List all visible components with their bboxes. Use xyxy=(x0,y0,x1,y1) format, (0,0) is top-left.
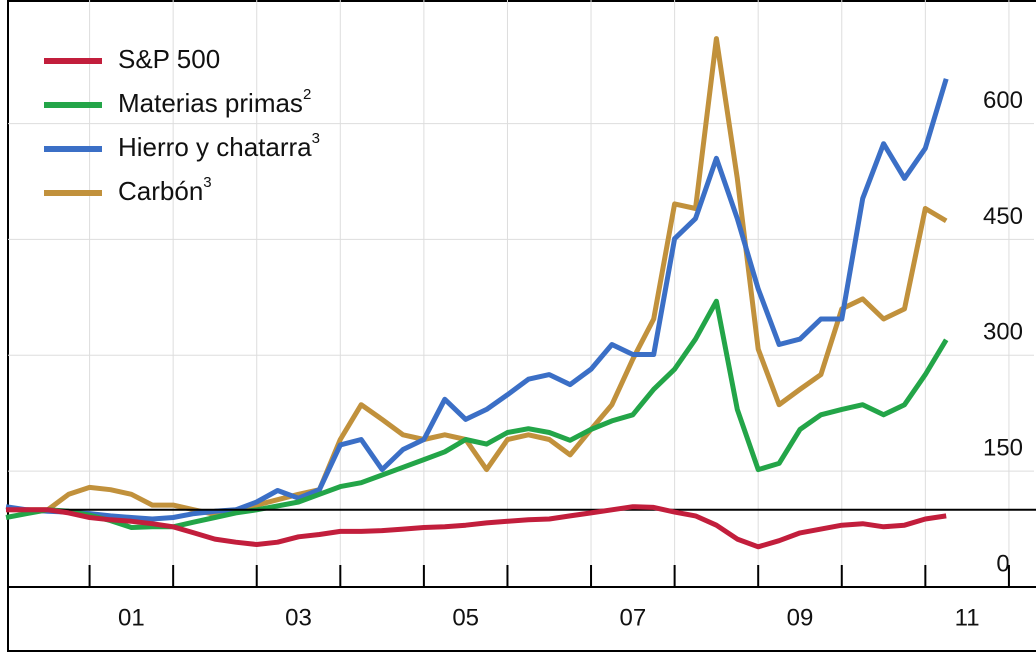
legend-label: S&P 500 xyxy=(118,44,220,74)
legend-footnote: 3 xyxy=(312,130,320,147)
x-tick-label: 11 xyxy=(955,604,980,631)
series-line xyxy=(5,78,949,522)
y-tick-label: 150 xyxy=(983,434,1023,461)
frame xyxy=(7,0,1036,652)
legend-name: S&P 500 xyxy=(118,44,220,74)
legend-footnote: 3 xyxy=(203,174,211,191)
x-tick-label: 09 xyxy=(787,604,814,631)
legend-label: Materias primas2 xyxy=(118,86,311,118)
legend-footnote: 2 xyxy=(303,86,311,103)
y-tick-label: 600 xyxy=(983,87,1023,114)
legend-label: Hierro y chatarra3 xyxy=(118,130,320,162)
y-tick-label: 0 xyxy=(996,550,1009,577)
series-line xyxy=(6,36,948,517)
x-tick-label: 03 xyxy=(285,604,312,631)
legend-name: Materias primas xyxy=(118,88,303,118)
legend-name: Hierro y chatarra xyxy=(118,132,312,162)
x-tick-label: 05 xyxy=(452,604,479,631)
series-line xyxy=(6,504,947,550)
y-tick-label: 300 xyxy=(983,319,1023,346)
x-tick-label: 01 xyxy=(118,604,145,631)
x-tick-label: 07 xyxy=(619,604,646,631)
legend-label: Carbón3 xyxy=(118,174,212,206)
legend-name: Carbón xyxy=(118,176,203,206)
y-tick-label: 450 xyxy=(983,203,1023,230)
